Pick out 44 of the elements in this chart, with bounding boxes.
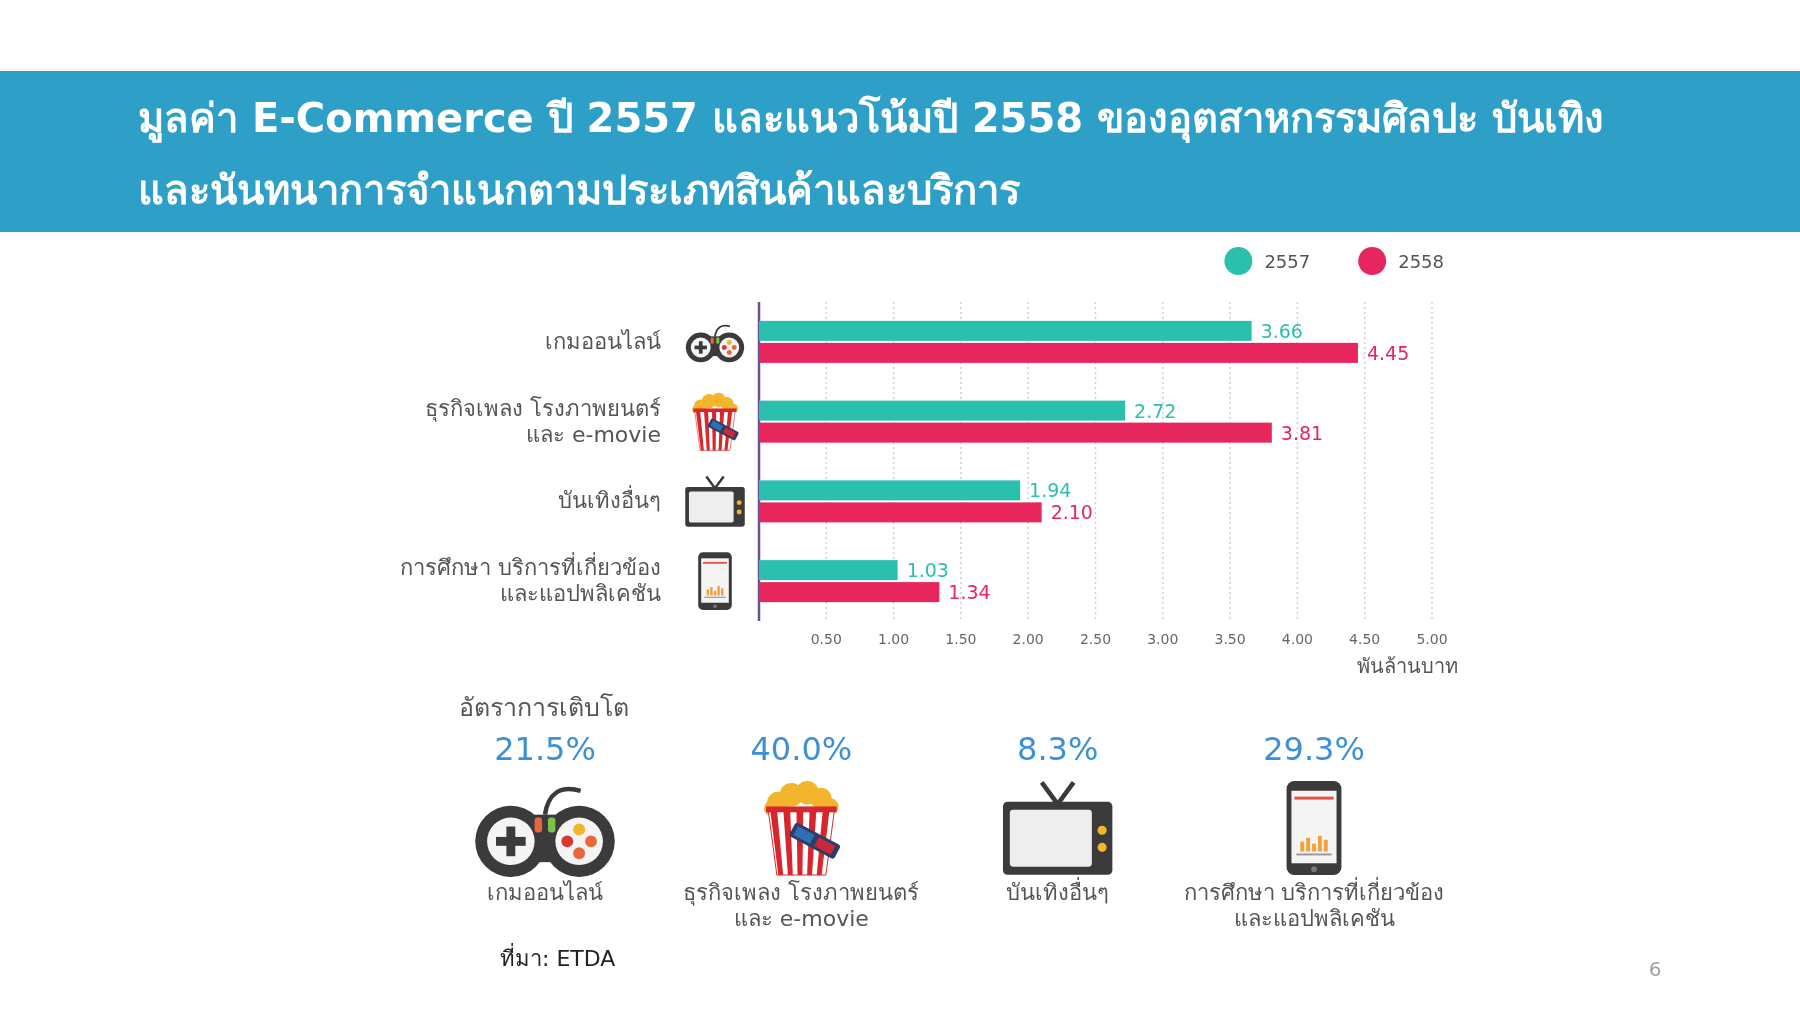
legend-label: 2558 (1398, 251, 1444, 272)
bar (759, 502, 1042, 523)
bar (759, 422, 1272, 443)
data-label: 3.81 (1280, 421, 1324, 444)
x-axis-title: พันล้านบาท (1357, 654, 1458, 678)
category-label: การศึกษา บริการที่เกี่ยวข้อง และแอปพลิเคชัน (1183, 877, 1445, 931)
text: 6 (1648, 957, 1662, 981)
y-tick-label: ธุรกิจเพลง โรงภาพยนตร์ และ e-movie (425, 395, 661, 447)
x-tick-label: 0.50 (810, 631, 842, 647)
legend-label: 2557 (1264, 251, 1311, 272)
data-label: 3.66 (1260, 319, 1303, 342)
x-tick-label: 2.00 (1012, 631, 1044, 647)
data-label: 4.45 (1366, 341, 1410, 364)
x-tick-label: 4.50 (1349, 631, 1381, 647)
bar (759, 560, 898, 581)
x-tick-label: 3.00 (1147, 631, 1179, 647)
text: ที่มา: ETDA (500, 943, 616, 971)
chart-title: มูลค่า E-Commerce ปี 2557 และแนวโน้มปี 2558 ของอุตสาหกรรมศิลปะ บันเทิง และนันทนาการจำแนกตามประเภทสินค้าและบริการ (138, 95, 1604, 213)
y-tick-label: เกมออนไลน์ (545, 328, 661, 354)
x-tick-label: 1.00 (878, 631, 910, 647)
bar (759, 342, 1358, 363)
text: 8.3% (1017, 730, 1099, 768)
x-tick-label: 1.50 (945, 631, 977, 647)
x-tick-label: 4.00 (1281, 631, 1313, 647)
data-label: 2.72 (1134, 399, 1177, 422)
data-label: 1.03 (906, 559, 949, 582)
bar (759, 320, 1252, 341)
bar (759, 582, 940, 603)
category-label: ธุรกิจเพลง โรงภาพยนตร์ และ e-movie (683, 880, 920, 931)
data-label: 1.94 (1029, 479, 1072, 502)
x-tick-label: 3.50 (1214, 631, 1246, 647)
x-tick-label: 5.00 (1416, 631, 1448, 647)
text: 40.0% (750, 730, 853, 768)
bar (759, 400, 1126, 421)
y-tick-label: การศึกษา บริการที่เกี่ยวข้อง และแอปพลิเคชัน (400, 552, 661, 607)
x-tick-label: 2.50 (1079, 631, 1112, 647)
text: 29.3% (1263, 730, 1365, 768)
text: อัตราการเติบโต (459, 693, 629, 722)
y-tick-label: บันเทิงอื่นๆ (558, 485, 661, 514)
data-label: 1.34 (948, 581, 991, 604)
data-label: 2.10 (1050, 501, 1093, 524)
category-label: บันเทิงอื่นๆ (1006, 877, 1110, 905)
text: 21.5% (494, 730, 596, 768)
bar (759, 480, 1021, 501)
